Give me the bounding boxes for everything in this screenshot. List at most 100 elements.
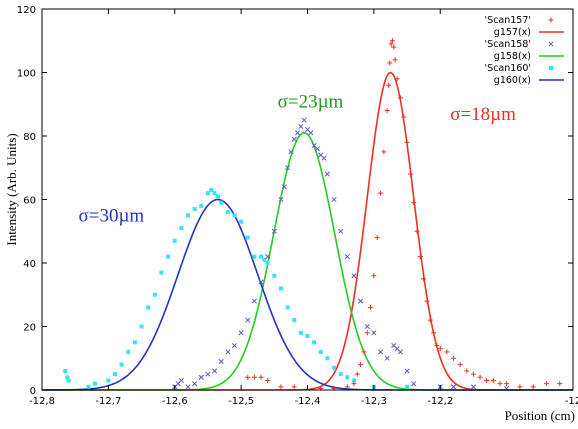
legend: 'Scan157'g157(x)'Scan158'g158(x)'Scan160…	[485, 15, 564, 86]
sigma-annotation: σ=18µm	[450, 104, 516, 125]
y-axis-label: Intensity (Arb. Units)	[4, 133, 19, 245]
x-tick-label: -12,7	[95, 396, 121, 407]
data-point-plus	[417, 254, 423, 260]
legend-label: g160(x)	[494, 75, 531, 86]
data-point-cross	[301, 117, 307, 123]
y-tick-label: 60	[23, 196, 36, 207]
data-point-plus	[394, 76, 400, 82]
data-point-plus	[388, 41, 394, 47]
data-point-square	[325, 356, 330, 361]
data-point-square	[209, 187, 214, 192]
data-point-cross	[358, 298, 364, 304]
data-point-square	[292, 318, 297, 323]
data-point-cross	[470, 384, 476, 390]
legend-label: g158(x)	[494, 51, 531, 62]
legend-marker-swatch	[549, 66, 553, 70]
data-point-plus	[265, 377, 271, 383]
data-point-square	[65, 375, 70, 380]
data-point-square	[332, 365, 337, 370]
data-point-plus	[354, 371, 360, 377]
data-point-plus	[477, 374, 483, 380]
data-point-plus	[530, 384, 536, 390]
data-point-square	[252, 254, 257, 259]
y-tick-label: 0	[30, 386, 36, 397]
data-point-square	[172, 238, 177, 243]
data-point-cross	[281, 184, 287, 190]
data-point-cross	[198, 374, 204, 380]
data-point-square	[259, 254, 264, 259]
data-point-cross	[450, 384, 457, 390]
y-tick-label: 40	[23, 259, 36, 270]
data-point-cross	[271, 228, 277, 234]
data-point-square	[312, 340, 317, 345]
data-point-square	[106, 378, 111, 383]
y-tick-label: 20	[23, 323, 36, 334]
data-point-square	[405, 384, 410, 389]
data-point-plus	[378, 190, 384, 196]
data-point-square	[338, 372, 343, 377]
data-point-cross	[321, 155, 327, 161]
data-point-plus	[470, 371, 476, 377]
data-point-cross	[351, 273, 357, 279]
data-point-square	[199, 203, 204, 208]
x-tick-label: -12,2	[427, 396, 453, 407]
data-point-square	[212, 191, 217, 196]
data-point-square	[351, 378, 356, 383]
data-point-cross	[251, 298, 257, 304]
data-point-cross	[411, 381, 417, 387]
data-point-square	[192, 207, 197, 212]
axis-ticks: -12,8 -12,7 -12,6 -12,5 -12,4 -12,3 -12,2 -12 0 2…	[17, 5, 578, 407]
data-point-cross	[205, 371, 211, 377]
data-point-square	[132, 340, 137, 345]
data-point-plus	[371, 273, 377, 279]
data-point-cross	[245, 317, 251, 323]
data-point-square	[345, 375, 350, 380]
data-point-plus	[385, 82, 391, 88]
data-point-plus	[427, 317, 433, 323]
data-point-square	[318, 349, 323, 354]
data-point-cross	[308, 130, 314, 136]
data-point-plus	[351, 381, 357, 387]
data-point-plus	[387, 60, 393, 66]
data-point-plus	[278, 384, 284, 390]
data-point-square	[86, 384, 91, 389]
data-point-plus	[251, 374, 257, 380]
data-point-cross	[178, 377, 184, 384]
data-point-plus	[407, 171, 413, 177]
data-point-plus	[245, 374, 251, 380]
data-point-plus	[464, 368, 470, 374]
legend-label: 'Scan157'	[485, 15, 531, 26]
data-point-plus	[397, 95, 403, 101]
data-point-square	[146, 305, 151, 310]
x-tick-label: -12,4	[295, 396, 321, 407]
data-point-plus	[368, 304, 374, 310]
data-point-square	[66, 378, 71, 383]
data-point-square	[179, 226, 184, 231]
legend-label: g157(x)	[494, 27, 531, 38]
data-point-plus	[444, 349, 450, 355]
data-point-square	[305, 334, 310, 339]
data-point-plus	[374, 235, 380, 241]
data-point-plus	[358, 362, 364, 368]
x-tick-label: -12,3	[361, 396, 387, 407]
data-point-square	[113, 372, 118, 377]
data-point-plus	[361, 349, 367, 355]
data-point-cross	[192, 381, 198, 387]
data-point-square	[205, 191, 210, 196]
data-point-square	[152, 292, 157, 297]
data-point-plus	[421, 276, 427, 282]
data-point-square	[245, 235, 250, 240]
sigma-annotations: σ=18µm σ=23µm σ=30µm	[79, 91, 517, 226]
data-point-plus	[392, 57, 398, 63]
data-point-plus	[484, 377, 490, 383]
data-point-plus	[414, 228, 420, 234]
data-point-cross	[258, 279, 264, 285]
data-point-square	[93, 381, 98, 386]
data-point-square	[285, 305, 290, 310]
fit-curve-g158x	[42, 132, 573, 391]
data-point-cross	[294, 130, 301, 136]
data-point-cross	[364, 323, 370, 330]
data-point-cross	[238, 330, 244, 336]
data-point-cross	[371, 330, 377, 336]
